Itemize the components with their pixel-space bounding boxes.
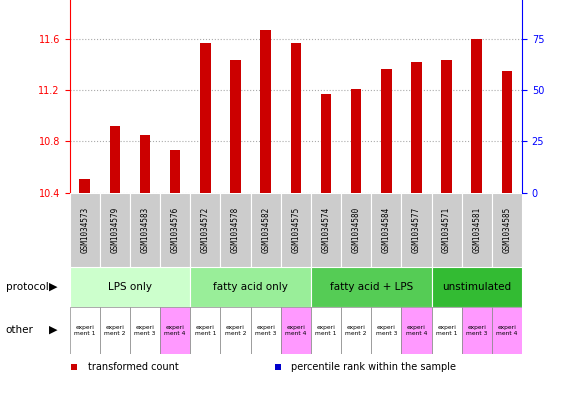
Bar	[140, 135, 150, 193]
Text: LPS only: LPS only	[108, 282, 152, 292]
Bar	[160, 307, 190, 354]
Text: GSM1034582: GSM1034582	[261, 207, 270, 253]
Bar	[70, 193, 100, 267]
Text: experi
ment 4: experi ment 4	[406, 325, 427, 336]
Bar	[311, 307, 341, 354]
Text: experi
ment 1: experi ment 1	[74, 325, 96, 336]
Bar	[462, 193, 492, 267]
Text: experi
ment 3: experi ment 3	[376, 325, 397, 336]
Bar	[351, 89, 361, 193]
Bar	[291, 43, 301, 193]
Text: protocol: protocol	[6, 282, 49, 292]
Text: experi
ment 4: experi ment 4	[285, 325, 306, 336]
Text: ▶: ▶	[49, 325, 58, 335]
Text: experi
ment 3: experi ment 3	[255, 325, 276, 336]
Bar	[79, 178, 90, 193]
Text: fatty acid + LPS: fatty acid + LPS	[329, 282, 413, 292]
Bar	[502, 71, 512, 193]
Text: experi
ment 3: experi ment 3	[135, 325, 155, 336]
Text: experi
ment 3: experi ment 3	[466, 325, 487, 336]
Text: GSM1034578: GSM1034578	[231, 207, 240, 253]
Bar	[220, 193, 251, 267]
Bar	[432, 307, 462, 354]
Text: experi
ment 1: experi ment 1	[194, 325, 216, 336]
Text: GSM1034576: GSM1034576	[171, 207, 180, 253]
Bar	[251, 193, 281, 267]
Bar	[311, 193, 341, 267]
Text: experi
ment 2: experi ment 2	[345, 325, 367, 336]
Text: experi
ment 4: experi ment 4	[496, 325, 517, 336]
Bar	[432, 193, 462, 267]
Bar	[260, 30, 271, 193]
Bar	[170, 151, 180, 193]
Text: GSM1034577: GSM1034577	[412, 207, 421, 253]
Bar	[100, 307, 130, 354]
Text: experi
ment 2: experi ment 2	[104, 325, 126, 336]
Text: percentile rank within the sample: percentile rank within the sample	[291, 362, 456, 373]
Bar	[70, 267, 190, 307]
Text: GSM1034572: GSM1034572	[201, 207, 210, 253]
Bar	[70, 307, 100, 354]
Bar	[492, 193, 522, 267]
Bar	[281, 307, 311, 354]
Bar	[251, 307, 281, 354]
Text: GSM1034573: GSM1034573	[80, 207, 89, 253]
Bar	[411, 62, 422, 193]
Text: GSM1034580: GSM1034580	[351, 207, 361, 253]
Bar	[160, 193, 190, 267]
Bar	[321, 94, 331, 193]
Bar	[341, 193, 371, 267]
Bar	[130, 307, 160, 354]
Bar	[371, 307, 401, 354]
Text: transformed count: transformed count	[88, 362, 179, 373]
Bar	[311, 267, 432, 307]
Bar	[200, 43, 211, 193]
Bar	[492, 307, 522, 354]
Text: GSM1034574: GSM1034574	[321, 207, 331, 253]
Bar	[371, 193, 401, 267]
Text: GSM1034584: GSM1034584	[382, 207, 391, 253]
Text: GSM1034583: GSM1034583	[140, 207, 150, 253]
Text: other: other	[6, 325, 34, 335]
Bar	[230, 60, 241, 193]
Bar	[190, 307, 220, 354]
Text: GSM1034581: GSM1034581	[472, 207, 481, 253]
Bar	[190, 193, 220, 267]
Bar	[381, 69, 392, 193]
Bar	[110, 126, 120, 193]
Bar	[100, 193, 130, 267]
Text: fatty acid only: fatty acid only	[213, 282, 288, 292]
Text: experi
ment 2: experi ment 2	[224, 325, 246, 336]
Text: unstimulated: unstimulated	[442, 282, 512, 292]
Text: GSM1034585: GSM1034585	[502, 207, 512, 253]
Text: GSM1034575: GSM1034575	[291, 207, 300, 253]
Bar	[401, 193, 432, 267]
Text: ▶: ▶	[49, 282, 58, 292]
Text: GSM1034579: GSM1034579	[110, 207, 119, 253]
Bar	[441, 60, 452, 193]
Bar	[401, 307, 432, 354]
Bar	[130, 193, 160, 267]
Text: GSM1034571: GSM1034571	[442, 207, 451, 253]
Text: experi
ment 1: experi ment 1	[436, 325, 458, 336]
Bar	[190, 267, 311, 307]
Bar	[472, 39, 482, 193]
Bar	[220, 307, 251, 354]
Bar	[432, 267, 522, 307]
Bar	[341, 307, 371, 354]
Bar	[281, 193, 311, 267]
Bar	[462, 307, 492, 354]
Text: experi
ment 1: experi ment 1	[315, 325, 337, 336]
Text: experi
ment 4: experi ment 4	[165, 325, 186, 336]
